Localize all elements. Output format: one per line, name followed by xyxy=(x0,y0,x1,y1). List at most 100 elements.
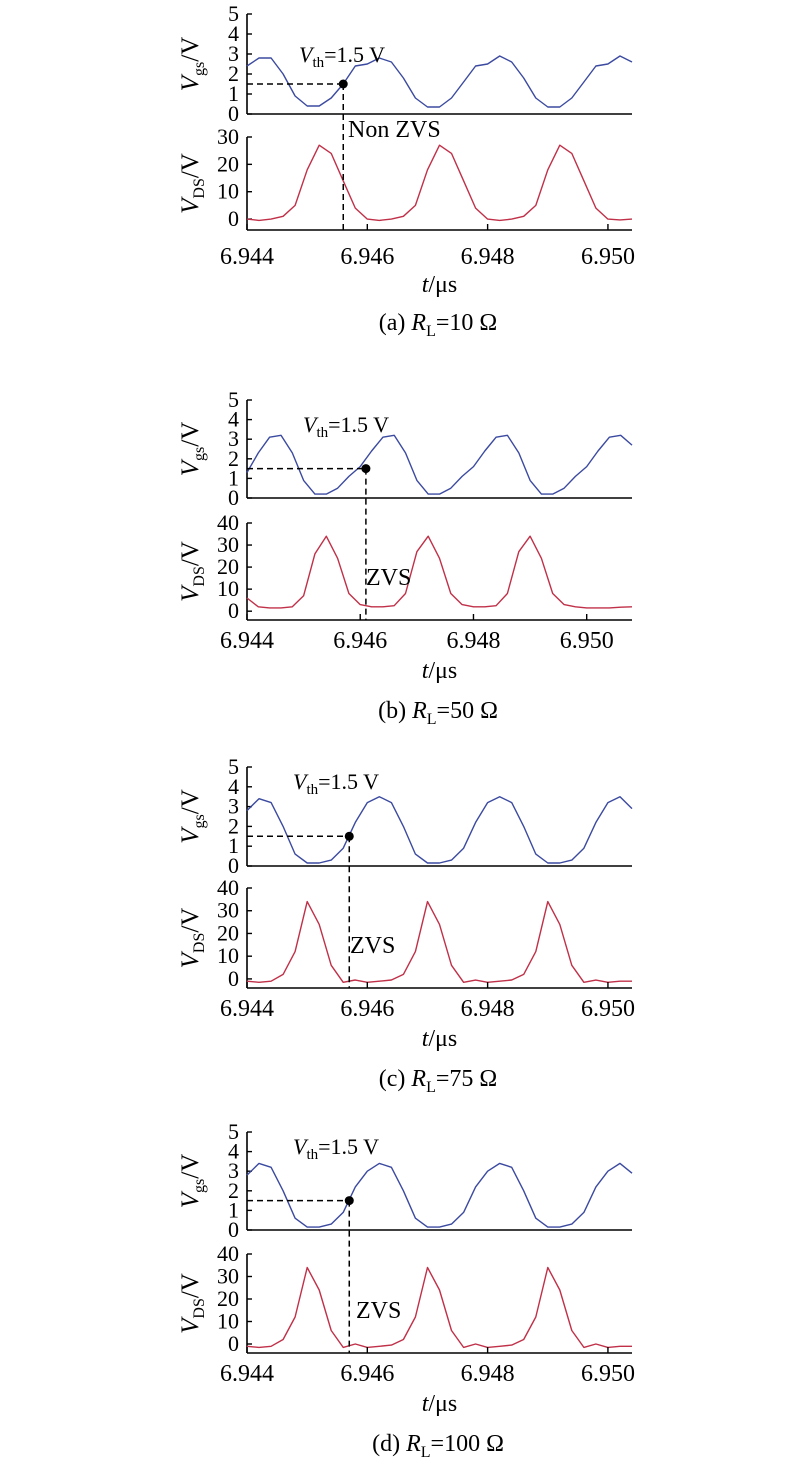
mode-annotation: ZVS xyxy=(356,1298,401,1324)
vds-y-tick-label: 10 xyxy=(217,1309,239,1334)
caption-var: R xyxy=(410,1066,426,1092)
vgs-y-tick-label: 5 xyxy=(228,1,239,26)
xlabel-rest: /μs xyxy=(428,1391,457,1417)
xlabel-rest: /μs xyxy=(428,272,457,298)
panel-caption: (a) RL=10 Ω xyxy=(379,310,497,340)
ylabel-rest: /V xyxy=(177,789,204,814)
vgs-y-tick-label: 0 xyxy=(228,1217,239,1242)
vgs-y-tick-label: 1 xyxy=(228,465,239,490)
vds-y-tick-label: 10 xyxy=(217,179,239,204)
vds-y-tick-label: 30 xyxy=(217,532,239,557)
vds-y-tick-label: 40 xyxy=(217,510,239,535)
ylabel-rest: /V xyxy=(177,908,204,933)
vgs-y-axis-label: Vgs/V xyxy=(177,422,208,477)
x-tick-label: 6.944 xyxy=(220,1361,274,1387)
threshold-label-rest: =1.5 V xyxy=(318,769,379,794)
vgs-series-line xyxy=(246,796,633,864)
threshold-label-rest: =1.5 V xyxy=(328,412,389,437)
vgs-y-tick-label: 5 xyxy=(228,1119,239,1144)
ylabel-sub: gs xyxy=(191,62,208,76)
vgs-y-tick-label: 3 xyxy=(228,41,239,66)
threshold-label-var: V xyxy=(303,412,319,437)
vds-y-tick-label: 40 xyxy=(217,1241,239,1266)
vds-y-tick-label: 20 xyxy=(217,554,239,579)
x-axis-label: t/μs xyxy=(422,1026,458,1052)
x-axis-label: t/μs xyxy=(422,272,458,298)
xlabel-rest: /μs xyxy=(428,1026,457,1052)
vgs-y-tick-label: 3 xyxy=(228,794,239,819)
threshold-label-var: V xyxy=(293,769,309,794)
vds-series-line xyxy=(246,535,633,609)
caption-sub: L xyxy=(426,323,436,340)
xlabel-var: t xyxy=(422,272,430,298)
vgs-y-tick-label: 2 xyxy=(228,1178,239,1203)
vgs-y-tick-label: 4 xyxy=(228,21,239,46)
threshold-point xyxy=(344,1196,354,1206)
x-axis-label: t/μs xyxy=(422,658,458,684)
caption-var: R xyxy=(411,698,427,724)
x-tick-label: 6.944 xyxy=(220,244,274,270)
vds-y-tick-label: 10 xyxy=(217,576,239,601)
vgs-series-line xyxy=(246,434,633,495)
vgs-y-tick-label: 1 xyxy=(228,833,239,858)
threshold-label-var: V xyxy=(299,42,315,67)
vgs-y-tick-label: 4 xyxy=(228,407,239,432)
vgs-y-axis-label: Vgs/V xyxy=(177,1154,208,1209)
vds-y-tick-label: 0 xyxy=(228,598,239,623)
ylabel-sub: DS xyxy=(191,1298,208,1318)
threshold-point xyxy=(361,464,371,474)
caption-prefix: (d) xyxy=(372,1431,406,1457)
xlabel-var: t xyxy=(422,658,430,684)
ylabel-rest: /V xyxy=(177,1273,204,1298)
mode-annotation: Non ZVS xyxy=(348,117,441,143)
vgs-y-tick-label: 2 xyxy=(228,61,239,86)
mode-annotation: ZVS xyxy=(350,933,395,959)
threshold-label: Vth=1.5 V xyxy=(303,412,389,441)
vds-y-axis-label: VDS/V xyxy=(177,908,208,969)
x-tick-label: 6.950 xyxy=(560,628,614,654)
vds-y-tick-label: 30 xyxy=(217,898,239,923)
panel-caption: (d) RL=100 Ω xyxy=(372,1431,504,1461)
ylabel-sub: gs xyxy=(191,447,208,461)
x-tick-label: 6.944 xyxy=(220,996,274,1022)
vds-y-tick-label: 0 xyxy=(228,1331,239,1356)
caption-var: R xyxy=(410,310,426,336)
vds-y-axis-label: VDS/V xyxy=(177,541,208,602)
ylabel-var: V xyxy=(177,1316,204,1334)
threshold-label: Vth=1.5 V xyxy=(293,1134,379,1163)
caption-rest: =50 Ω xyxy=(437,698,498,724)
vds-series-line xyxy=(246,144,633,222)
ylabel-rest: /V xyxy=(177,37,204,62)
x-tick-label: 6.948 xyxy=(461,1361,515,1387)
ylabel-sub: gs xyxy=(191,814,208,828)
caption-var: R xyxy=(405,1431,421,1457)
caption-sub: L xyxy=(427,711,437,728)
vds-y-tick-label: 20 xyxy=(217,151,239,176)
threshold-label: Vth=1.5 V xyxy=(299,42,385,71)
ylabel-var: V xyxy=(177,73,204,91)
x-tick-label: 6.950 xyxy=(581,244,635,270)
x-tick-label: 6.946 xyxy=(333,628,387,654)
vgs-series-line xyxy=(246,1162,633,1228)
x-tick-label: 6.950 xyxy=(581,1361,635,1387)
x-axis-label: t/μs xyxy=(422,1391,458,1417)
ylabel-sub: DS xyxy=(191,566,208,586)
caption-prefix: (a) xyxy=(379,310,412,336)
xlabel-rest: /μs xyxy=(428,658,457,684)
x-tick-label: 6.944 xyxy=(220,628,274,654)
vgs-y-tick-label: 1 xyxy=(228,1197,239,1222)
vgs-y-tick-label: 3 xyxy=(228,426,239,451)
vgs-y-axis-label: Vgs/V xyxy=(177,37,208,92)
threshold-label-var: V xyxy=(293,1134,309,1159)
threshold-point xyxy=(344,831,354,841)
caption-sub: L xyxy=(426,1079,436,1096)
